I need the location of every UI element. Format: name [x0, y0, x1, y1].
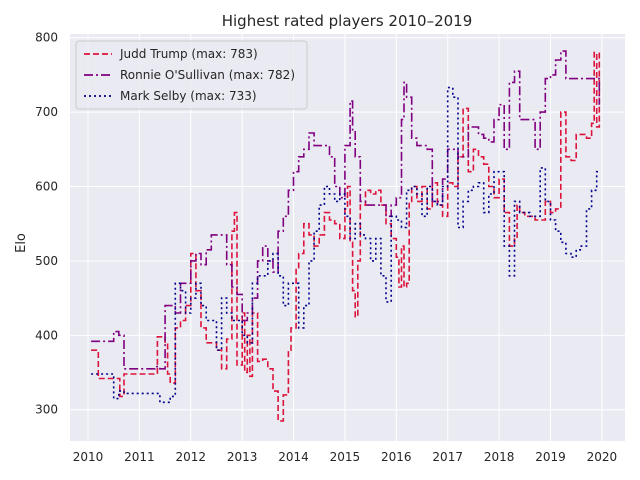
series-lines [91, 50, 601, 422]
chart-title: Highest rated players 2010–2019 [222, 12, 473, 30]
y-tick-label: 300 [35, 403, 58, 417]
series-line-2 [91, 86, 600, 404]
legend: Judd Trump (max: 783) Ronnie O'Sullivan (… [75, 40, 308, 110]
x-tick-label: 2011 [124, 450, 155, 464]
legend-box [75, 40, 308, 110]
x-tick-label: 2012 [175, 450, 206, 464]
legend-label: Judd Trump (max: 783) [119, 47, 258, 61]
series-line-1 [91, 50, 601, 370]
y-tick-label: 500 [35, 254, 58, 268]
series-line-0 [91, 50, 601, 422]
x-tick-label: 2016 [381, 450, 412, 464]
y-axis-label: Elo [14, 233, 29, 253]
y-tick-label: 700 [35, 105, 58, 119]
y-tick-label: 400 [35, 328, 58, 342]
x-tick-label: 2019 [535, 450, 566, 464]
legend-label: Mark Selby (max: 733) [120, 89, 257, 103]
y-tick-label: 600 [35, 180, 58, 194]
x-tick-label: 2015 [330, 450, 361, 464]
x-tick-label: 2014 [278, 450, 309, 464]
x-tick-label: 2020 [587, 450, 618, 464]
x-tick-label: 2010 [73, 450, 104, 464]
legend-label: Ronnie O'Sullivan (max: 782) [120, 68, 295, 82]
y-tick-label: 800 [35, 31, 58, 45]
x-tick-label: 2013 [227, 450, 258, 464]
x-tick-label: 2017 [432, 450, 463, 464]
x-tick-labels: 2010 2011 2012 2013 2014 2015 2016 2017 2018 2019… [73, 450, 617, 464]
x-tick-label: 2018 [484, 450, 515, 464]
y-tick-labels: 300 400 500 600 700 800 [35, 31, 58, 417]
